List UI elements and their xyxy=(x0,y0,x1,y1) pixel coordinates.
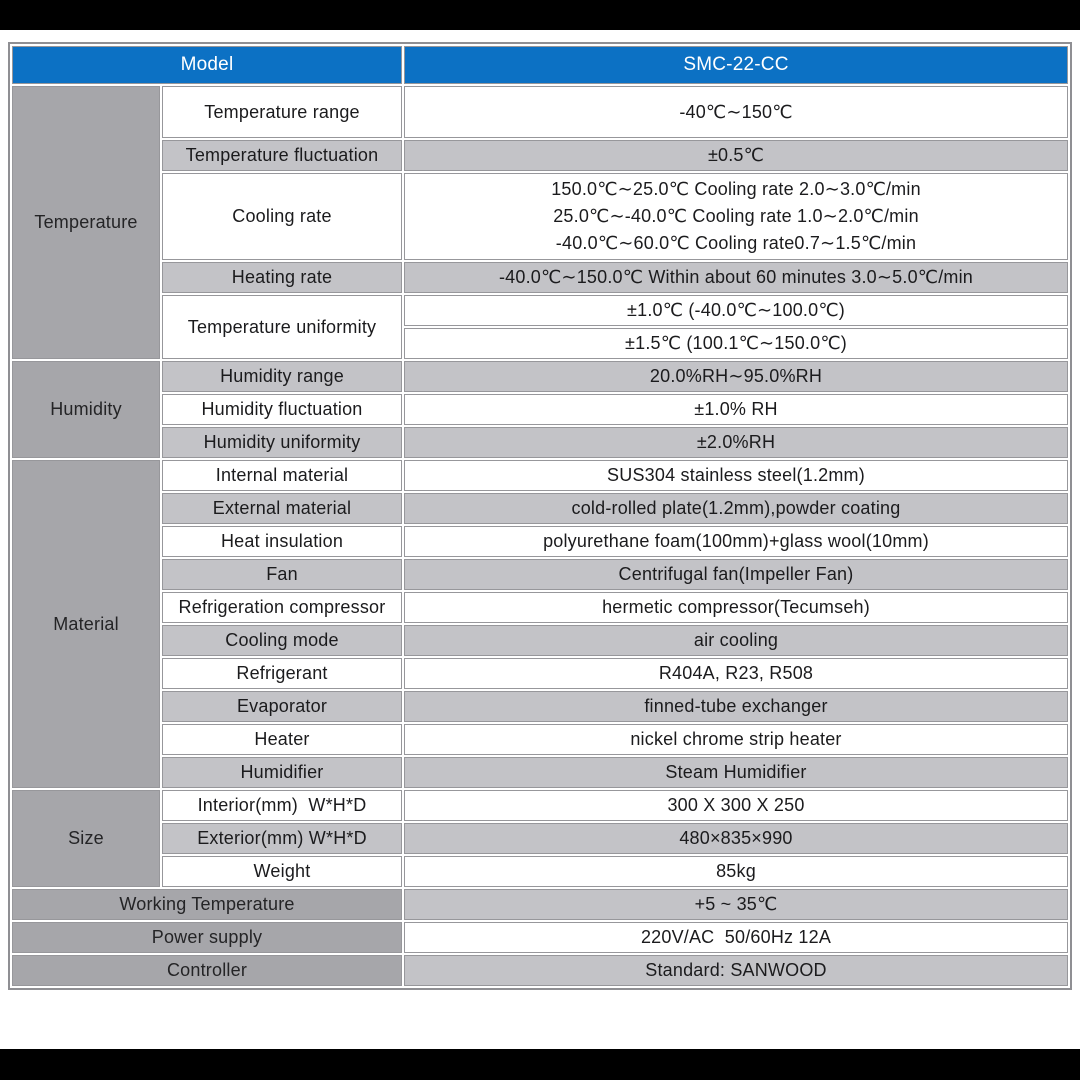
bottom-black-bar xyxy=(0,1049,1080,1080)
value-controller: Standard: SANWOOD xyxy=(404,955,1068,986)
table-row: Size Interior(mm) W*H*D 300 X 300 X 250 xyxy=(12,790,1068,887)
cooling-rate-line-1: 150.0℃∼25.0℃ Cooling rate 2.0∼3.0℃/min xyxy=(551,179,921,199)
category-cell-humidity: Humidity xyxy=(12,361,160,458)
category-cell-temperature: Temperature xyxy=(12,86,160,359)
label-humidifier: Humidifier xyxy=(162,757,402,788)
label-heater: Heater xyxy=(162,724,402,755)
label-temperature-fluctuation: Temperature fluctuation xyxy=(162,140,402,171)
table-row: Humidity uniformity ±2.0%RH xyxy=(12,427,1068,458)
table-row: Humidifier Steam Humidifier xyxy=(12,757,1068,788)
table-row: Refrigeration compressor hermetic compre… xyxy=(12,592,1068,623)
label-humidity-range: Humidity range xyxy=(162,361,402,392)
value-heat-insulation: polyurethane foam(100mm)+glass wool(10mm… xyxy=(404,526,1068,557)
label-humidity-uniformity: Humidity uniformity xyxy=(162,427,402,458)
table-row: Refrigerant R404A, R23, R508 xyxy=(12,658,1068,689)
table-row: Material Internal material SUS304 stainl… xyxy=(12,460,1068,788)
model-header-cell: Model xyxy=(12,46,402,84)
table-row: Humidity fluctuation ±1.0% RH xyxy=(12,394,1068,425)
value-humidity-fluctuation: ±1.0% RH xyxy=(404,394,1068,425)
value-weight: 85kg xyxy=(404,856,1068,887)
value-humidity-uniformity: ±2.0%RH xyxy=(404,427,1068,458)
label-cooling-mode: Cooling mode xyxy=(162,625,402,656)
label-weight: Weight xyxy=(162,856,402,887)
label-working-temperature: Working Temperature xyxy=(12,889,402,920)
value-power-supply: 220V/AC 50/60Hz 12A xyxy=(404,922,1068,953)
label-power-supply: Power supply xyxy=(12,922,402,953)
table-row: Heating rate -40.0℃∼150.0℃ Within about … xyxy=(12,262,1068,293)
table-row: Exterior(mm) W*H*D 480×835×990 xyxy=(12,823,1068,854)
label-refrigeration-compressor: Refrigeration compressor xyxy=(162,592,402,623)
table-row: Working Temperature +5 ~ 35℃ xyxy=(12,889,1068,920)
label-heat-insulation: Heat insulation xyxy=(162,526,402,557)
value-humidifier: Steam Humidifier xyxy=(404,757,1068,788)
value-temperature-uniformity-low: ±1.0℃ (-40.0℃∼100.0℃) xyxy=(404,295,1068,326)
top-black-bar xyxy=(0,0,1080,30)
value-cooling-mode: air cooling xyxy=(404,625,1068,656)
table-row: External material cold-rolled plate(1.2m… xyxy=(12,493,1068,524)
value-cooling-rate: 150.0℃∼25.0℃ Cooling rate 2.0∼3.0℃/min 2… xyxy=(404,173,1068,260)
table-row: Power supply 220V/AC 50/60Hz 12A xyxy=(12,922,1068,953)
label-interior-size: Interior(mm) W*H*D xyxy=(162,790,402,821)
value-temperature-fluctuation: ±0.5℃ xyxy=(404,140,1068,171)
cooling-rate-line-3: -40.0℃∼60.0℃ Cooling rate0.7∼1.5℃/min xyxy=(555,233,917,253)
table-row: Humidity Humidity range 20.0%RH∼95.0%RH xyxy=(12,361,1068,458)
value-internal-material: SUS304 stainless steel(1.2mm) xyxy=(404,460,1068,491)
value-refrigerant: R404A, R23, R508 xyxy=(404,658,1068,689)
label-controller: Controller xyxy=(12,955,402,986)
table-row: Temperature Temperature range -40℃∼150℃ xyxy=(12,86,1068,359)
value-heating-rate: -40.0℃∼150.0℃ Within about 60 minutes 3.… xyxy=(404,262,1068,293)
value-temperature-uniformity-high: ±1.5℃ (100.1℃∼150.0℃) xyxy=(404,328,1068,359)
label-internal-material: Internal material xyxy=(162,460,402,491)
table-row: Evaporator finned-tube exchanger xyxy=(12,691,1068,722)
label-humidity-fluctuation: Humidity fluctuation xyxy=(162,394,402,425)
label-temperature-uniformity: Temperature uniformity xyxy=(162,295,402,359)
value-interior-size: 300 X 300 X 250 xyxy=(404,790,1068,821)
table-row: Heater nickel chrome strip heater xyxy=(12,724,1068,755)
table-row: Cooling mode air cooling xyxy=(12,625,1068,656)
table-row: Cooling rate 150.0℃∼25.0℃ Cooling rate 2… xyxy=(12,173,1068,260)
spec-table: Model SMC-22-CC Temperature Temperature … xyxy=(8,42,1072,990)
label-heating-rate: Heating rate xyxy=(162,262,402,293)
label-fan: Fan xyxy=(162,559,402,590)
label-refrigerant: Refrigerant xyxy=(162,658,402,689)
label-external-material: External material xyxy=(162,493,402,524)
table-row: Temperature fluctuation ±0.5℃ xyxy=(12,140,1068,171)
table-row: ±1.5℃ (100.1℃∼150.0℃) xyxy=(12,328,1068,359)
category-cell-size: Size xyxy=(12,790,160,887)
value-heater: nickel chrome strip heater xyxy=(404,724,1068,755)
value-working-temperature: +5 ~ 35℃ xyxy=(404,889,1068,920)
table-row: Weight 85kg xyxy=(12,856,1068,887)
value-exterior-size: 480×835×990 xyxy=(404,823,1068,854)
label-temperature-range: Temperature range xyxy=(162,86,402,138)
value-refrigeration-compressor: hermetic compressor(Tecumseh) xyxy=(404,592,1068,623)
value-evaporator: finned-tube exchanger xyxy=(404,691,1068,722)
table-row: Temperature uniformity ±1.0℃ (-40.0℃∼100… xyxy=(12,295,1068,359)
table-row: Controller Standard: SANWOOD xyxy=(12,955,1068,986)
value-external-material: cold-rolled plate(1.2mm),powder coating xyxy=(404,493,1068,524)
table-row: Heat insulation polyurethane foam(100mm)… xyxy=(12,526,1068,557)
table-row: Fan Centrifugal fan(Impeller Fan) xyxy=(12,559,1068,590)
table-header-row: Model SMC-22-CC xyxy=(12,46,1068,84)
label-exterior-size: Exterior(mm) W*H*D xyxy=(162,823,402,854)
value-humidity-range: 20.0%RH∼95.0%RH xyxy=(404,361,1068,392)
value-fan: Centrifugal fan(Impeller Fan) xyxy=(404,559,1068,590)
label-cooling-rate: Cooling rate xyxy=(162,173,402,260)
cooling-rate-line-2: 25.0℃∼-40.0℃ Cooling rate 1.0∼2.0℃/min xyxy=(553,206,919,226)
model-value-cell: SMC-22-CC xyxy=(404,46,1068,84)
category-cell-material: Material xyxy=(12,460,160,788)
label-evaporator: Evaporator xyxy=(162,691,402,722)
value-temperature-range: -40℃∼150℃ xyxy=(404,86,1068,138)
